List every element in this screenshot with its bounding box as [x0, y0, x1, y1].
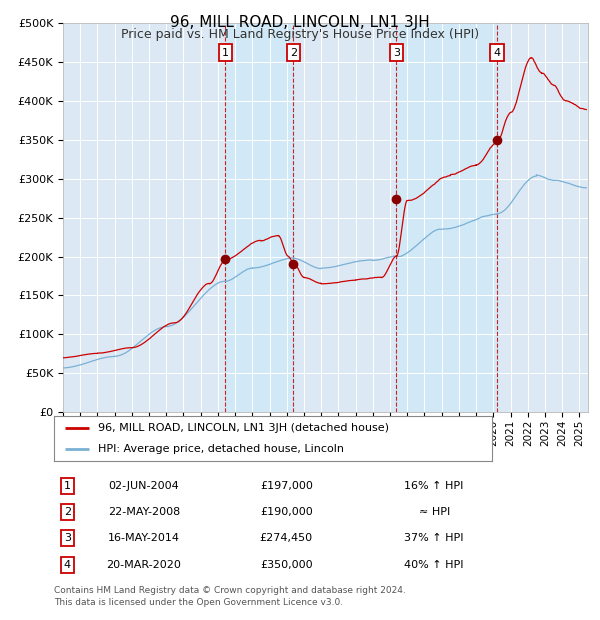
- Text: £274,450: £274,450: [260, 533, 313, 543]
- Text: HPI: Average price, detached house, Lincoln: HPI: Average price, detached house, Linc…: [98, 443, 344, 454]
- Text: 3: 3: [393, 48, 400, 58]
- Text: 96, MILL ROAD, LINCOLN, LN1 3JH (detached house): 96, MILL ROAD, LINCOLN, LN1 3JH (detache…: [98, 423, 389, 433]
- Text: 4: 4: [64, 560, 71, 570]
- Text: 2: 2: [64, 507, 71, 517]
- Text: 16-MAY-2014: 16-MAY-2014: [108, 533, 180, 543]
- Text: 02-JUN-2004: 02-JUN-2004: [109, 481, 179, 491]
- Text: Price paid vs. HM Land Registry's House Price Index (HPI): Price paid vs. HM Land Registry's House …: [121, 28, 479, 41]
- Text: £197,000: £197,000: [260, 481, 313, 491]
- Text: 3: 3: [64, 533, 71, 543]
- Bar: [397, 23, 497, 412]
- Text: £190,000: £190,000: [260, 507, 313, 517]
- Text: 1: 1: [64, 481, 71, 491]
- Text: 96, MILL ROAD, LINCOLN, LN1 3JH: 96, MILL ROAD, LINCOLN, LN1 3JH: [170, 16, 430, 30]
- Text: 40% ↑ HPI: 40% ↑ HPI: [404, 560, 464, 570]
- Text: 16% ↑ HPI: 16% ↑ HPI: [404, 481, 464, 491]
- Text: 4: 4: [494, 48, 500, 58]
- Text: 1: 1: [221, 48, 229, 58]
- Text: 37% ↑ HPI: 37% ↑ HPI: [404, 533, 464, 543]
- Bar: [225, 23, 293, 412]
- Text: £350,000: £350,000: [260, 560, 313, 570]
- Text: 22-MAY-2008: 22-MAY-2008: [107, 507, 180, 517]
- Text: ≈ HPI: ≈ HPI: [419, 507, 450, 517]
- Text: Contains HM Land Registry data © Crown copyright and database right 2024.
This d: Contains HM Land Registry data © Crown c…: [54, 586, 406, 607]
- Text: 2: 2: [290, 48, 297, 58]
- Text: 20-MAR-2020: 20-MAR-2020: [106, 560, 181, 570]
